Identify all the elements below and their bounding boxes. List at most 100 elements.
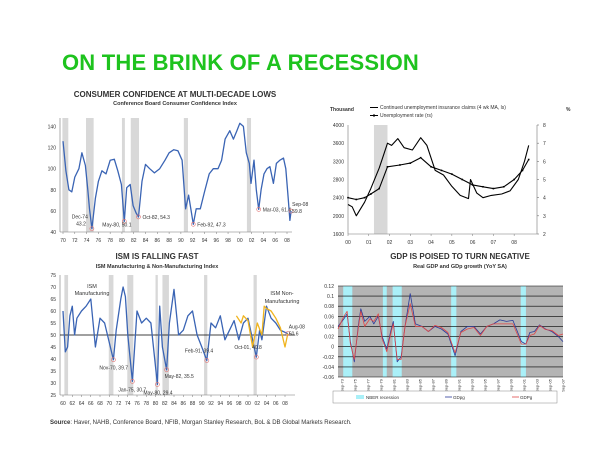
y-tick-label: 2000 <box>333 214 344 220</box>
y-tick-label: 0.08 <box>324 304 334 310</box>
annotation-value: 50.6 <box>289 332 299 338</box>
y2-tick-label: 8 <box>543 123 546 129</box>
x-tick-label: Sep-01 <box>521 378 526 392</box>
x-tick-label: 66 <box>88 401 94 407</box>
y-tick-label: 45 <box>50 345 56 351</box>
recession-band <box>85 118 94 232</box>
x-tick-label: 06 <box>470 240 476 246</box>
x-tick-label: Sep-73 <box>339 378 344 392</box>
recession-band <box>130 118 140 232</box>
series-marker <box>440 169 443 172</box>
y-tick-label: 120 <box>48 146 57 152</box>
x-tick-label: 98 <box>236 401 242 407</box>
x-tick-label: 01 <box>366 240 372 246</box>
series-marker <box>355 198 358 201</box>
y-tick-label: 65 <box>50 297 56 303</box>
left-axis-unit: Thousand <box>330 107 354 113</box>
x-tick-label: Sep-05 <box>547 378 552 392</box>
x-tick-label: Sep-85 <box>417 378 422 392</box>
recession-band <box>62 118 69 232</box>
x-tick-label: 76 <box>96 238 102 244</box>
plot-background <box>338 286 563 377</box>
y-tick-label: 70 <box>50 285 56 291</box>
chart-subtitle: Conference Board Consumer Confidence Ind… <box>113 101 238 107</box>
annotation-marker <box>256 207 262 212</box>
chart-unemployment: 1600 2000 2400 2800 3200 3600 4000 2 3 4 5 6 7 8 00 01 0… <box>330 105 571 246</box>
series-marker <box>492 187 495 190</box>
x-tick-label: 05 <box>449 240 455 246</box>
y-tick-label: 100 <box>48 167 57 173</box>
series-line-1 <box>347 137 530 217</box>
y-tick-label: 60 <box>50 309 56 315</box>
legend-label: GDPg <box>520 395 533 400</box>
x-tick-label: Sep-75 <box>352 378 357 392</box>
legend-label: Unemployment rate (rs) <box>380 113 433 119</box>
x-tick-label: Sep-07 <box>561 378 566 392</box>
x-tick-label: 02 <box>249 238 255 244</box>
x-tick-label: 64 <box>79 401 85 407</box>
annotation-marker <box>190 221 196 227</box>
y-tick-label: 2400 <box>333 196 344 202</box>
series-marker <box>363 196 366 199</box>
x-tick-label: 78 <box>107 238 113 244</box>
x-tick-label: 04 <box>261 238 267 244</box>
annotation-marker <box>122 219 127 224</box>
y-tick-label: 35 <box>50 369 56 375</box>
x-tick-label: 72 <box>116 401 122 407</box>
series-marker <box>378 187 380 190</box>
chart-legend: NBER recession GDpg GDPg <box>332 390 558 404</box>
y-tick-label: 1600 <box>333 232 344 238</box>
series-marker <box>471 184 474 186</box>
x-tick-label: Sep-91 <box>456 378 461 392</box>
y-tick-label: 55 <box>50 321 56 327</box>
x-tick-label: 96 <box>213 238 219 244</box>
recession-band <box>121 118 125 232</box>
y-tick-label: 50 <box>50 333 56 339</box>
x-tick-label: 74 <box>84 238 90 244</box>
annotation-label: Sep-08 <box>292 202 308 208</box>
x-tick-label: 62 <box>69 401 75 407</box>
y-tick-label: 40 <box>50 357 56 363</box>
series-label: ISM <box>87 284 97 290</box>
recession-band <box>382 286 387 377</box>
y-tick-label: 0.04 <box>324 324 334 330</box>
recession-band <box>246 118 252 232</box>
series-label: Manufacturing <box>75 291 110 297</box>
y-tick-label: 80 <box>50 188 56 194</box>
x-tick-label: 92 <box>190 238 196 244</box>
series-marker <box>347 196 349 199</box>
annotation-label: Mar-03, 61.4 <box>263 207 292 213</box>
x-tick-label: Sep-99 <box>508 378 513 392</box>
x-tick-label: 07 <box>491 240 497 246</box>
series-marker <box>386 165 389 168</box>
series-label: Manufacturing <box>265 299 300 305</box>
x-tick-label: 70 <box>60 238 66 244</box>
x-tick-label: Sep-97 <box>495 378 500 392</box>
slide-title: ON THE BRINK OF A RECESSION <box>62 50 420 75</box>
recession-band <box>183 118 188 232</box>
x-tick-label: 86 <box>155 238 161 244</box>
x-tick-label: Sep-79 <box>378 378 383 392</box>
y-tick-label: -0.02 <box>323 355 335 361</box>
y-tick-label: 25 <box>50 393 56 399</box>
legend-label: Continued unemployment insurance claims … <box>380 105 506 111</box>
x-tick-label: 86 <box>180 401 186 407</box>
chart-consumer-confidence: CONSUMER CONFIDENCE AT MULTI-DECADE LOWS… <box>48 90 309 244</box>
annotation-marker <box>111 357 116 363</box>
x-tick-label: 04 <box>264 401 270 407</box>
y-tick-label: 3600 <box>333 141 344 147</box>
annotation-marker <box>155 382 160 387</box>
x-tick-label: 74 <box>125 401 131 407</box>
x-tick-label: 00 <box>345 240 351 246</box>
x-tick-label: 94 <box>217 401 223 407</box>
chart-gdp: GDP IS POISED TO TURN NEGATIVE Real GDP a… <box>323 252 566 404</box>
y-tick-label: 60 <box>50 209 56 215</box>
chart-subtitle: Real GDP and GDp growth (YoY SA) <box>413 264 507 270</box>
x-tick-label: 94 <box>202 238 208 244</box>
annotation-label: Oct-01, 40.8 <box>234 345 262 351</box>
annotation-label: Feb-92, 47.3 <box>197 222 226 228</box>
annotation-marker <box>130 379 135 384</box>
source-note: Source: Haver, NAHB, Conference Board, N… <box>50 420 352 426</box>
